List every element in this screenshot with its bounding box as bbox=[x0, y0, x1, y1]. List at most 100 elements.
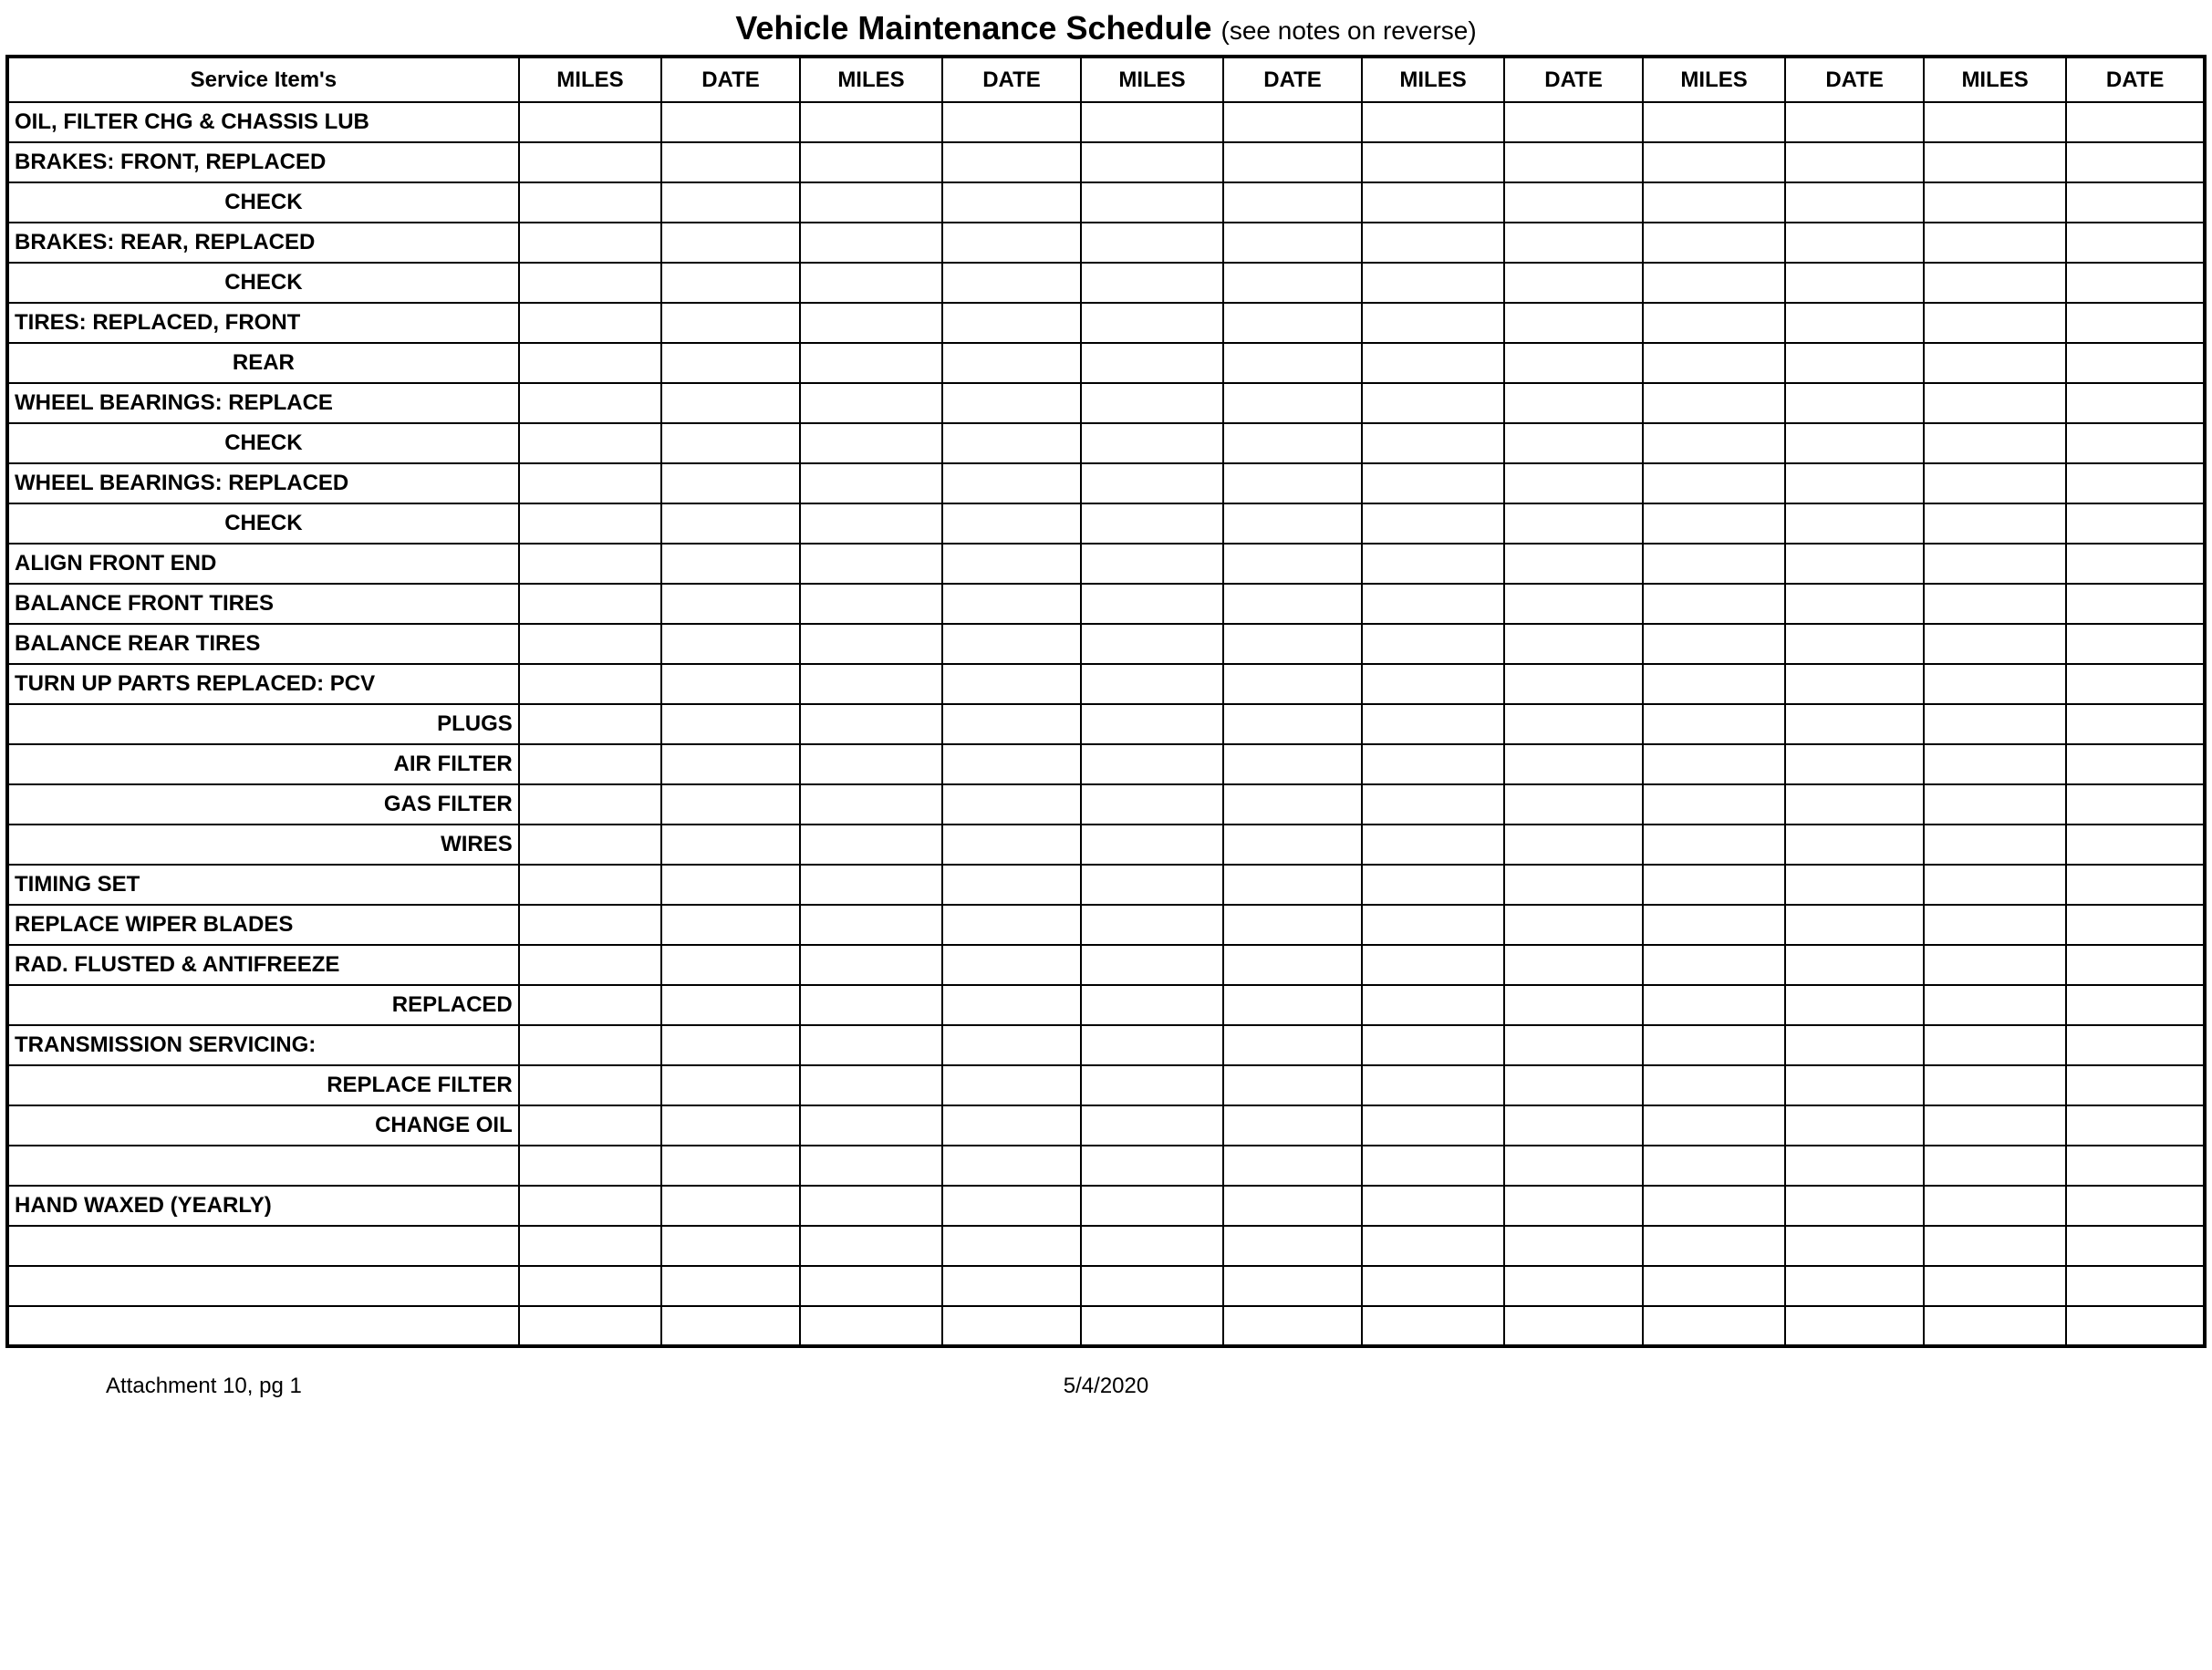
table-row bbox=[7, 1226, 2205, 1266]
date-cell bbox=[2066, 744, 2205, 784]
miles-cell bbox=[1081, 905, 1223, 945]
date-cell bbox=[661, 1186, 800, 1226]
date-cell bbox=[2066, 544, 2205, 584]
miles-cell bbox=[1643, 223, 1785, 263]
date-cell bbox=[661, 182, 800, 223]
miles-cell bbox=[800, 1226, 942, 1266]
service-item-cell: BALANCE REAR TIRES bbox=[7, 624, 519, 664]
date-cell bbox=[2066, 263, 2205, 303]
miles-cell bbox=[1924, 423, 2066, 463]
date-cell bbox=[1504, 1306, 1643, 1346]
miles-cell bbox=[800, 744, 942, 784]
miles-cell bbox=[800, 985, 942, 1025]
date-cell bbox=[1504, 584, 1643, 624]
service-item-cell: BRAKES: REAR, REPLACED bbox=[7, 223, 519, 263]
date-cell bbox=[661, 142, 800, 182]
date-cell bbox=[1223, 544, 1362, 584]
miles-cell bbox=[519, 1226, 661, 1266]
miles-cell bbox=[1081, 1306, 1223, 1346]
table-row: BRAKES: FRONT, REPLACED bbox=[7, 142, 2205, 182]
miles-cell bbox=[1643, 945, 1785, 985]
date-cell bbox=[661, 383, 800, 423]
date-cell bbox=[2066, 1105, 2205, 1146]
miles-cell bbox=[800, 664, 942, 704]
miles-cell bbox=[1362, 1306, 1504, 1346]
header-miles: MILES bbox=[1362, 57, 1504, 102]
date-cell bbox=[942, 744, 1081, 784]
miles-cell bbox=[519, 263, 661, 303]
date-cell bbox=[1785, 503, 1924, 544]
header-date: DATE bbox=[661, 57, 800, 102]
miles-cell bbox=[1643, 1266, 1785, 1306]
date-cell bbox=[661, 1266, 800, 1306]
date-cell bbox=[1223, 423, 1362, 463]
date-cell bbox=[1785, 825, 1924, 865]
date-cell bbox=[1223, 985, 1362, 1025]
miles-cell bbox=[1924, 624, 2066, 664]
miles-cell bbox=[800, 142, 942, 182]
date-cell bbox=[2066, 303, 2205, 343]
date-cell bbox=[661, 1226, 800, 1266]
date-cell bbox=[942, 1186, 1081, 1226]
miles-cell bbox=[1362, 905, 1504, 945]
miles-cell bbox=[1924, 142, 2066, 182]
miles-cell bbox=[1924, 584, 2066, 624]
miles-cell bbox=[1924, 503, 2066, 544]
miles-cell bbox=[1362, 704, 1504, 744]
date-cell bbox=[2066, 784, 2205, 825]
miles-cell bbox=[1924, 985, 2066, 1025]
miles-cell bbox=[1362, 503, 1504, 544]
date-cell bbox=[661, 1146, 800, 1186]
miles-cell bbox=[1362, 1186, 1504, 1226]
date-cell bbox=[661, 624, 800, 664]
date-cell bbox=[661, 463, 800, 503]
table-row: OIL, FILTER CHG & CHASSIS LUB bbox=[7, 102, 2205, 142]
miles-cell bbox=[1643, 423, 1785, 463]
date-cell bbox=[1223, 704, 1362, 744]
miles-cell bbox=[519, 624, 661, 664]
date-cell bbox=[1785, 1306, 1924, 1346]
service-item-cell: CHECK bbox=[7, 263, 519, 303]
table-row: CHECK bbox=[7, 503, 2205, 544]
miles-cell bbox=[1362, 744, 1504, 784]
table-row: HAND WAXED (YEARLY) bbox=[7, 1186, 2205, 1226]
miles-cell bbox=[1924, 744, 2066, 784]
table-row: ALIGN FRONT END bbox=[7, 544, 2205, 584]
date-cell bbox=[661, 263, 800, 303]
date-cell bbox=[2066, 1186, 2205, 1226]
miles-cell bbox=[800, 223, 942, 263]
miles-cell bbox=[1643, 584, 1785, 624]
date-cell bbox=[2066, 1226, 2205, 1266]
miles-cell bbox=[800, 503, 942, 544]
date-cell bbox=[2066, 1146, 2205, 1186]
miles-cell bbox=[519, 704, 661, 744]
miles-cell bbox=[519, 1105, 661, 1146]
miles-cell bbox=[1362, 223, 1504, 263]
miles-cell bbox=[1643, 704, 1785, 744]
miles-cell bbox=[800, 263, 942, 303]
service-item-cell: AIR FILTER bbox=[7, 744, 519, 784]
miles-cell bbox=[1362, 343, 1504, 383]
date-cell bbox=[1785, 182, 1924, 223]
date-cell bbox=[2066, 985, 2205, 1025]
service-item-cell: CHANGE OIL bbox=[7, 1105, 519, 1146]
title-main: Vehicle Maintenance Schedule bbox=[735, 9, 1211, 47]
miles-cell bbox=[1081, 1186, 1223, 1226]
date-cell bbox=[1504, 223, 1643, 263]
miles-cell bbox=[1924, 1186, 2066, 1226]
miles-cell bbox=[519, 744, 661, 784]
table-row: REAR bbox=[7, 343, 2205, 383]
miles-cell bbox=[519, 1065, 661, 1105]
date-cell bbox=[1504, 102, 1643, 142]
table-row bbox=[7, 1146, 2205, 1186]
page-footer: Attachment 10, pg 1 5/4/2020 bbox=[5, 1374, 2207, 1399]
miles-cell bbox=[1081, 142, 1223, 182]
service-item-cell: OIL, FILTER CHG & CHASSIS LUB bbox=[7, 102, 519, 142]
miles-cell bbox=[1081, 182, 1223, 223]
date-cell bbox=[1504, 423, 1643, 463]
date-cell bbox=[661, 102, 800, 142]
date-cell bbox=[661, 784, 800, 825]
miles-cell bbox=[1081, 945, 1223, 985]
date-cell bbox=[1223, 303, 1362, 343]
miles-cell bbox=[1643, 142, 1785, 182]
